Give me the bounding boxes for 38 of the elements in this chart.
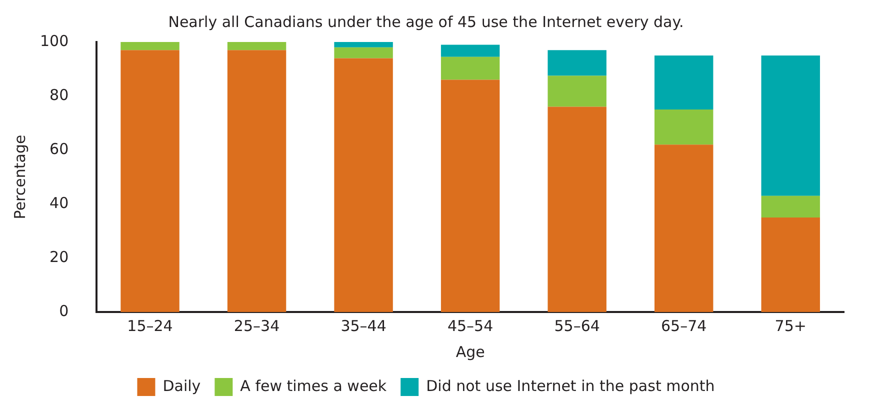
x-tick-label: 25–34 — [234, 316, 280, 335]
bar — [548, 50, 606, 76]
y-tick-label: 100 — [40, 32, 69, 50]
y-axis-title: Percentage — [10, 134, 29, 220]
bar — [654, 110, 714, 145]
bar — [440, 44, 500, 57]
x-tick-label: 55–64 — [554, 316, 600, 335]
bar — [334, 47, 393, 58]
bar — [548, 76, 606, 107]
x-tick-label: 65–74 — [661, 316, 707, 335]
bar — [120, 50, 180, 312]
x-axis-title: Age — [456, 342, 485, 361]
bar — [548, 106, 606, 312]
bar — [227, 42, 286, 50]
bar — [440, 80, 500, 312]
bar — [440, 56, 500, 80]
y-tick-label: 0 — [59, 302, 69, 320]
legend-label: A few times a week — [240, 376, 387, 395]
legend-label: Daily — [162, 376, 201, 395]
y-tick-label: 80 — [50, 86, 69, 104]
x-tick-label: 35–44 — [340, 316, 386, 335]
y-tick-label: 40 — [50, 194, 69, 212]
x-tick-label: 75+ — [774, 316, 806, 335]
y-tick-label: 20 — [50, 248, 69, 266]
x-tick-label: 15–24 — [127, 316, 173, 335]
bar — [654, 144, 714, 312]
bar — [761, 56, 820, 196]
legend-label: Did not use Internet in the past month — [426, 376, 715, 395]
bar — [120, 42, 180, 50]
bar — [334, 42, 393, 48]
bar — [334, 58, 393, 312]
bar — [761, 196, 820, 218]
bar — [654, 56, 714, 110]
x-tick-label: 45–54 — [447, 316, 494, 335]
bar — [761, 218, 820, 312]
y-tick-label: 60 — [50, 140, 69, 158]
chart-title: Nearly all Canadians under the age of 45 use the Internet every day. — [168, 12, 684, 31]
bar — [227, 50, 286, 312]
